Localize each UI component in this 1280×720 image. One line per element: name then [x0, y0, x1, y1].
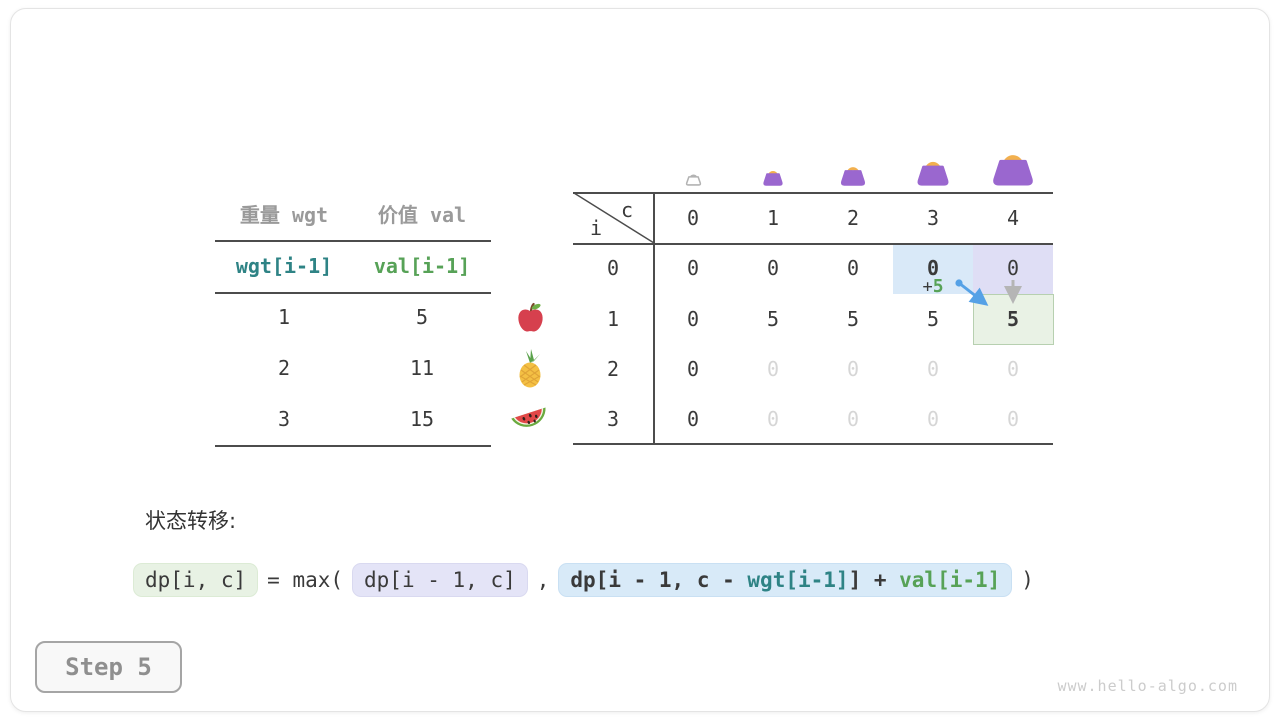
dp-cell-r2c4: 0	[1006, 357, 1020, 381]
dp-table: c i 0 1 2 3 4 0 1 2 3 0 0 0 0 0 0 5 5 5 …	[573, 130, 1054, 445]
pineapple-icon	[512, 348, 549, 393]
items-array-val: val[i-1]	[373, 254, 471, 278]
formula-lhs: dp[i, c]	[133, 563, 259, 597]
dp-cell-r1c2: 5	[846, 307, 860, 331]
formula-arg2-val: val[i-1]	[899, 568, 1001, 592]
step-badge-label: Step 5	[65, 653, 152, 681]
transition-formula: dp[i, c] = max( dp[i - 1, c] , dp[i - 1,…	[133, 559, 1034, 601]
bag-icon-capacity-3	[915, 154, 951, 190]
formula-arg2-wgt: wgt[i-1]	[747, 568, 849, 592]
item-row-3-wgt: 3	[277, 407, 291, 431]
item-row-3-val: 15	[409, 407, 435, 431]
plus-value-annotation: +5	[893, 276, 973, 297]
dp-cell-r0c0: 0	[686, 256, 700, 280]
apple-icon	[514, 301, 547, 338]
item-row-2-wgt: 2	[277, 356, 291, 380]
items-divider-top	[215, 240, 491, 242]
bag-icon-capacity-1	[762, 166, 784, 190]
formula-arg2-plus: ] +	[848, 568, 900, 592]
plus-sign: +	[922, 277, 933, 297]
dp-row-header-1: 1	[606, 307, 620, 331]
transition-section-label: 状态转移:	[145, 509, 237, 533]
dp-cell-r2c0: 0	[686, 357, 700, 381]
items-divider-bottom	[215, 445, 491, 447]
bag-icon-capacity-0	[685, 170, 702, 190]
formula-arg2: dp[i - 1, c - wgt[i-1]] + val[i-1]	[558, 563, 1013, 597]
dp-cell-r2c3: 0	[926, 357, 940, 381]
dp-cell-r3c2: 0	[846, 407, 860, 431]
plus-value: 5	[932, 276, 944, 297]
dp-col-header-1: 1	[766, 206, 780, 230]
formula-close-paren: )	[1021, 568, 1034, 592]
dp-line-header	[573, 243, 1053, 245]
formula-comma: ,	[536, 568, 550, 592]
item-row-1-wgt: 1	[277, 305, 291, 329]
dp-cell-r2c1: 0	[766, 357, 780, 381]
dp-cell-r3c0: 0	[686, 407, 700, 431]
item-row-1-val: 5	[415, 305, 429, 329]
site-watermark: www.hello-algo.com	[1057, 677, 1238, 695]
dp-line-top	[573, 192, 1053, 194]
items-array-wgt: wgt[i-1]	[235, 254, 333, 278]
step-badge: Step 5	[35, 641, 182, 693]
dp-line-vertical	[653, 192, 655, 443]
dp-cell-r3c3: 0	[926, 407, 940, 431]
dp-row-header-3: 3	[606, 407, 620, 431]
dp-col-header-4: 4	[1006, 206, 1020, 230]
bag-icon-capacity-2	[839, 161, 867, 190]
dp-cell-r2c2: 0	[846, 357, 860, 381]
corner-diagonal	[573, 192, 655, 244]
dp-cell-r1c1: 5	[766, 307, 780, 331]
dp-row-header-2: 2	[606, 357, 620, 381]
watermelon-icon	[508, 399, 550, 443]
dp-cell-r0c4: 0	[1006, 256, 1020, 280]
dp-line-bottom	[573, 443, 1053, 445]
corner-col-var: c	[621, 198, 634, 222]
items-table: 重量 wgt 价值 val wgt[i-1] val[i-1] 1 5 2 11…	[215, 190, 491, 447]
formula-eq-max: = max(	[267, 568, 344, 592]
bag-icon-capacity-4	[990, 145, 1036, 190]
dp-cell-r1c0: 0	[686, 307, 700, 331]
formula-arg1: dp[i - 1, c]	[352, 563, 528, 597]
dp-cell-r0c2: 0	[846, 256, 860, 280]
dp-cell-r0c3: 0	[926, 256, 940, 280]
formula-arg2-dp: dp[i - 1, c -	[570, 568, 748, 592]
dp-col-header-2: 2	[846, 206, 860, 230]
dp-cell-r0c1: 0	[766, 256, 780, 280]
dp-cell-r3c1: 0	[766, 407, 780, 431]
item-row-2-val: 11	[409, 356, 435, 380]
items-header-value: 价值 val	[377, 203, 467, 227]
dp-cell-r1c4: 5	[1006, 307, 1020, 331]
dp-cell-r3c4: 0	[1006, 407, 1020, 431]
corner-row-var: i	[590, 216, 603, 240]
items-header-weight: 重量 wgt	[239, 203, 329, 227]
dp-col-header-0: 0	[686, 206, 700, 230]
items-divider-mid	[215, 292, 491, 294]
dp-cell-r1c3: 5	[926, 307, 940, 331]
dp-col-header-3: 3	[926, 206, 940, 230]
dp-row-header-0: 0	[606, 256, 620, 280]
